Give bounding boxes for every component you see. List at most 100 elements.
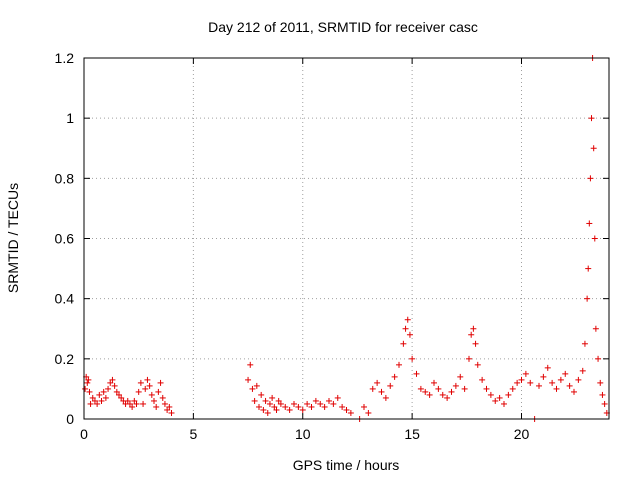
data-point bbox=[282, 403, 289, 410]
data-point bbox=[505, 391, 512, 398]
y-tick-label: 0.2 bbox=[55, 351, 75, 367]
data-point bbox=[326, 397, 332, 404]
data-point bbox=[148, 391, 155, 398]
chart-title: Day 212 of 2011, SRMTID for receiver cas… bbox=[208, 19, 478, 35]
gridlines bbox=[84, 58, 609, 419]
data-point bbox=[266, 400, 273, 407]
data-point bbox=[85, 376, 92, 383]
data-point bbox=[347, 409, 354, 416]
data-point bbox=[597, 379, 604, 386]
data-point bbox=[258, 391, 265, 398]
data-point bbox=[426, 391, 433, 398]
data-point bbox=[96, 391, 103, 398]
data-point bbox=[113, 388, 120, 395]
data-point bbox=[474, 361, 481, 368]
data-point bbox=[413, 370, 420, 377]
data-point bbox=[109, 376, 116, 383]
data-point bbox=[479, 376, 486, 383]
x-tick-label: 0 bbox=[80, 426, 88, 442]
data-points bbox=[82, 55, 610, 422]
data-point bbox=[536, 382, 542, 389]
data-point bbox=[146, 382, 153, 389]
data-point bbox=[269, 394, 276, 401]
data-point bbox=[406, 331, 413, 338]
data-point bbox=[404, 316, 411, 323]
data-point bbox=[133, 400, 140, 407]
data-point bbox=[382, 394, 389, 401]
data-point bbox=[527, 379, 534, 386]
x-tick-label: 10 bbox=[295, 426, 311, 442]
data-point bbox=[448, 388, 455, 395]
data-point bbox=[256, 403, 262, 410]
y-tick-label: 1 bbox=[66, 110, 74, 126]
data-point bbox=[251, 397, 258, 404]
data-point bbox=[275, 397, 282, 404]
data-point bbox=[105, 385, 112, 392]
data-point bbox=[168, 409, 175, 416]
x-tick-label: 15 bbox=[404, 426, 420, 442]
data-point bbox=[249, 385, 256, 392]
y-tick-label: 0.6 bbox=[55, 231, 75, 247]
data-point bbox=[102, 394, 109, 401]
data-point bbox=[161, 400, 168, 407]
data-point bbox=[369, 385, 376, 392]
data-point bbox=[518, 376, 525, 383]
data-point bbox=[549, 379, 556, 386]
data-point bbox=[586, 220, 593, 227]
data-point bbox=[82, 385, 89, 392]
data-point bbox=[140, 400, 147, 407]
data-point bbox=[378, 388, 385, 395]
data-point bbox=[431, 379, 437, 386]
data-point bbox=[540, 373, 547, 380]
data-point bbox=[588, 115, 595, 122]
data-point bbox=[585, 265, 592, 272]
data-point bbox=[575, 376, 582, 383]
data-point bbox=[587, 175, 594, 182]
data-point bbox=[260, 406, 267, 413]
data-point bbox=[312, 397, 319, 404]
data-point bbox=[400, 340, 407, 347]
data-point bbox=[422, 388, 429, 395]
x-axis-label: GPS time / hours bbox=[293, 457, 400, 473]
data-point bbox=[544, 364, 551, 371]
data-point bbox=[581, 340, 588, 347]
data-point bbox=[391, 373, 398, 380]
data-point bbox=[409, 355, 416, 362]
data-point bbox=[470, 325, 477, 332]
data-point bbox=[509, 385, 516, 392]
data-point bbox=[461, 385, 468, 392]
y-tick-label: 0.4 bbox=[55, 291, 75, 307]
data-point bbox=[245, 376, 252, 383]
axis-ticks: 0 5 10 15 20 0 0.2 0.4 0.6 0.8 1 1.2 bbox=[55, 50, 609, 442]
data-point bbox=[111, 382, 118, 389]
data-point bbox=[264, 409, 271, 416]
y-tick-label: 0 bbox=[66, 411, 74, 427]
data-point bbox=[452, 382, 459, 389]
data-point bbox=[387, 382, 394, 389]
data-point bbox=[98, 397, 105, 404]
data-point bbox=[91, 397, 98, 404]
data-point bbox=[566, 382, 573, 389]
data-point bbox=[253, 382, 260, 389]
data-point bbox=[571, 388, 577, 395]
data-point bbox=[590, 145, 597, 152]
data-point bbox=[599, 391, 606, 398]
data-point bbox=[164, 406, 171, 413]
x-tick-label: 5 bbox=[189, 426, 197, 442]
data-point bbox=[553, 385, 560, 392]
data-point bbox=[592, 325, 599, 332]
data-point bbox=[262, 397, 269, 404]
data-point bbox=[291, 400, 297, 407]
data-point bbox=[417, 385, 424, 392]
y-tick-label: 1.2 bbox=[55, 50, 75, 66]
data-point bbox=[514, 379, 521, 386]
data-point bbox=[472, 340, 479, 347]
data-point bbox=[339, 403, 346, 410]
data-point bbox=[402, 325, 409, 332]
data-point bbox=[129, 403, 136, 410]
data-point bbox=[137, 379, 144, 386]
data-point bbox=[155, 388, 162, 395]
data-point bbox=[286, 406, 293, 413]
data-point bbox=[87, 400, 94, 407]
